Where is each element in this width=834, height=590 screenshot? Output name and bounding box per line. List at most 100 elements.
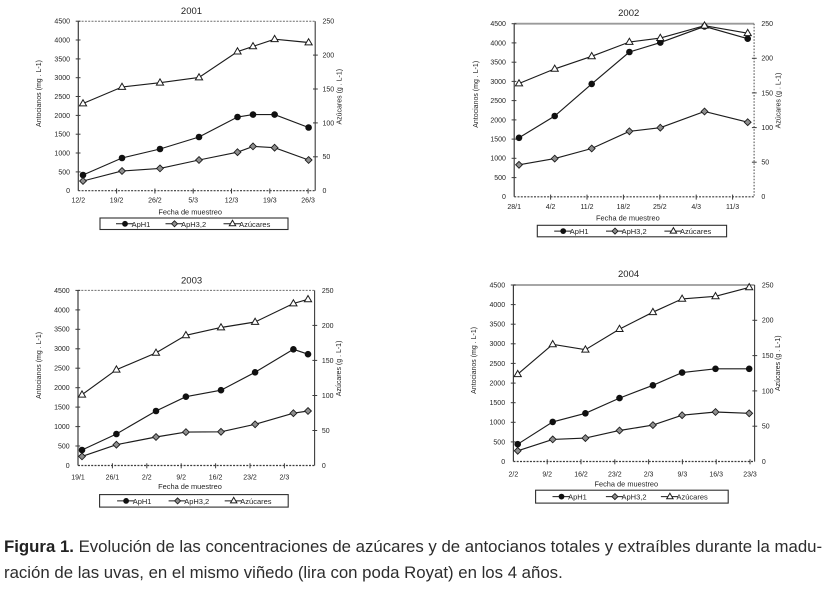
svg-text:26/1: 26/1 [106, 474, 120, 481]
svg-text:1000: 1000 [54, 424, 70, 431]
svg-text:200: 200 [323, 53, 335, 60]
svg-text:2004: 2004 [618, 269, 639, 280]
svg-text:Azúcares: Azúcares [239, 220, 271, 229]
svg-text:2002: 2002 [618, 8, 639, 19]
svg-text:16/3: 16/3 [709, 472, 723, 479]
svg-text:16/2: 16/2 [209, 474, 223, 481]
svg-text:50: 50 [322, 428, 330, 435]
svg-text:2000: 2000 [490, 381, 506, 388]
svg-text:ApH1: ApH1 [132, 220, 151, 229]
svg-text:50: 50 [762, 424, 770, 431]
svg-text:100: 100 [322, 393, 334, 400]
svg-text:Azúcares (g . L-1): Azúcares (g . L-1) [337, 69, 344, 125]
svg-text:Azúcares: Azúcares [680, 227, 712, 236]
svg-text:3000: 3000 [490, 79, 506, 86]
svg-text:200: 200 [322, 323, 334, 330]
svg-text:2000: 2000 [490, 117, 506, 124]
svg-text:0: 0 [762, 459, 766, 466]
svg-text:250: 250 [761, 21, 773, 28]
svg-text:1500: 1500 [490, 400, 506, 407]
svg-text:150: 150 [762, 353, 774, 360]
svg-text:25/2: 25/2 [653, 204, 667, 211]
svg-text:150: 150 [322, 358, 334, 365]
svg-text:ApH3,2: ApH3,2 [622, 227, 647, 236]
svg-text:0: 0 [66, 188, 70, 195]
svg-text:26/2: 26/2 [148, 198, 162, 205]
svg-text:3500: 3500 [490, 322, 506, 329]
svg-text:0: 0 [66, 463, 70, 470]
svg-text:Azúcares (g . L-1): Azúcares (g . L-1) [336, 341, 343, 397]
svg-text:4000: 4000 [490, 40, 506, 47]
svg-text:ApH1: ApH1 [568, 493, 587, 502]
svg-text:1500: 1500 [490, 137, 506, 144]
svg-text:3000: 3000 [54, 75, 70, 82]
svg-text:250: 250 [762, 282, 774, 289]
svg-text:2000: 2000 [54, 385, 70, 392]
svg-text:50: 50 [761, 160, 769, 167]
svg-text:Fecha de muestreo: Fecha de muestreo [158, 207, 222, 216]
svg-text:2003: 2003 [181, 275, 202, 286]
svg-text:100: 100 [323, 120, 335, 127]
svg-text:1500: 1500 [54, 132, 70, 139]
svg-text:4500: 4500 [54, 288, 70, 295]
svg-text:200: 200 [761, 56, 773, 63]
svg-text:9/2: 9/2 [542, 472, 552, 479]
svg-text:ApH3,2: ApH3,2 [181, 220, 206, 229]
svg-text:Azúcares (g . L-1): Azúcares (g . L-1) [775, 335, 782, 391]
svg-text:0: 0 [501, 459, 505, 466]
svg-text:100: 100 [761, 125, 773, 132]
svg-text:2500: 2500 [490, 361, 506, 368]
svg-text:23/3: 23/3 [743, 472, 757, 479]
svg-text:500: 500 [493, 439, 505, 446]
svg-text:23/2: 23/2 [608, 472, 622, 479]
svg-text:250: 250 [322, 288, 334, 295]
svg-text:100: 100 [762, 388, 774, 395]
svg-text:4500: 4500 [490, 282, 506, 289]
svg-text:28/1: 28/1 [507, 204, 521, 211]
svg-text:500: 500 [58, 443, 70, 450]
svg-text:Fecha de muestreo: Fecha de muestreo [596, 214, 660, 223]
svg-text:12/3: 12/3 [225, 198, 239, 205]
svg-text:Fecha de muestreo: Fecha de muestreo [594, 479, 658, 488]
svg-text:3000: 3000 [490, 341, 506, 348]
svg-text:2500: 2500 [490, 98, 506, 105]
svg-text:Antocianos (mg . L-1): Antocianos (mg . L-1) [36, 60, 43, 127]
svg-text:18/2: 18/2 [617, 204, 631, 211]
svg-text:19/2: 19/2 [110, 198, 124, 205]
svg-text:2000: 2000 [54, 113, 70, 120]
svg-text:4500: 4500 [54, 19, 70, 26]
svg-text:2/3: 2/3 [644, 472, 654, 479]
svg-text:250: 250 [323, 19, 335, 26]
svg-text:150: 150 [761, 90, 773, 97]
svg-text:500: 500 [494, 175, 506, 182]
svg-text:2500: 2500 [54, 94, 70, 101]
svg-text:ApH1: ApH1 [133, 497, 152, 506]
svg-text:Antocianos (mg . L-1): Antocianos (mg . L-1) [36, 332, 43, 399]
svg-text:Fecha de muestreo: Fecha de muestreo [158, 482, 222, 491]
svg-text:3500: 3500 [54, 327, 70, 334]
svg-text:0: 0 [761, 194, 765, 201]
svg-text:0: 0 [502, 194, 506, 201]
svg-text:4/2: 4/2 [546, 204, 556, 211]
svg-text:2/3: 2/3 [280, 474, 290, 481]
svg-text:4000: 4000 [54, 307, 70, 314]
svg-text:2001: 2001 [181, 6, 202, 17]
svg-text:200: 200 [762, 318, 774, 325]
svg-text:50: 50 [323, 154, 331, 161]
svg-text:3500: 3500 [54, 56, 70, 63]
svg-text:2/2: 2/2 [509, 472, 519, 479]
svg-text:19/1: 19/1 [71, 474, 85, 481]
svg-text:Azúcares: Azúcares [240, 497, 272, 506]
svg-text:4000: 4000 [54, 37, 70, 44]
svg-text:16/2: 16/2 [574, 472, 588, 479]
svg-text:1000: 1000 [490, 420, 506, 427]
svg-text:2500: 2500 [54, 366, 70, 373]
svg-text:0: 0 [322, 463, 326, 470]
svg-text:4500: 4500 [490, 21, 506, 28]
svg-text:2/2: 2/2 [142, 474, 152, 481]
svg-text:ApH1: ApH1 [570, 227, 589, 236]
svg-text:Antocianos (mg . L-1): Antocianos (mg . L-1) [471, 327, 478, 394]
svg-text:Antocianos (mg . L-1): Antocianos (mg . L-1) [473, 61, 480, 128]
svg-text:Azúcares (g . L-1): Azúcares (g . L-1) [775, 73, 782, 129]
svg-text:11/3: 11/3 [726, 204, 739, 211]
